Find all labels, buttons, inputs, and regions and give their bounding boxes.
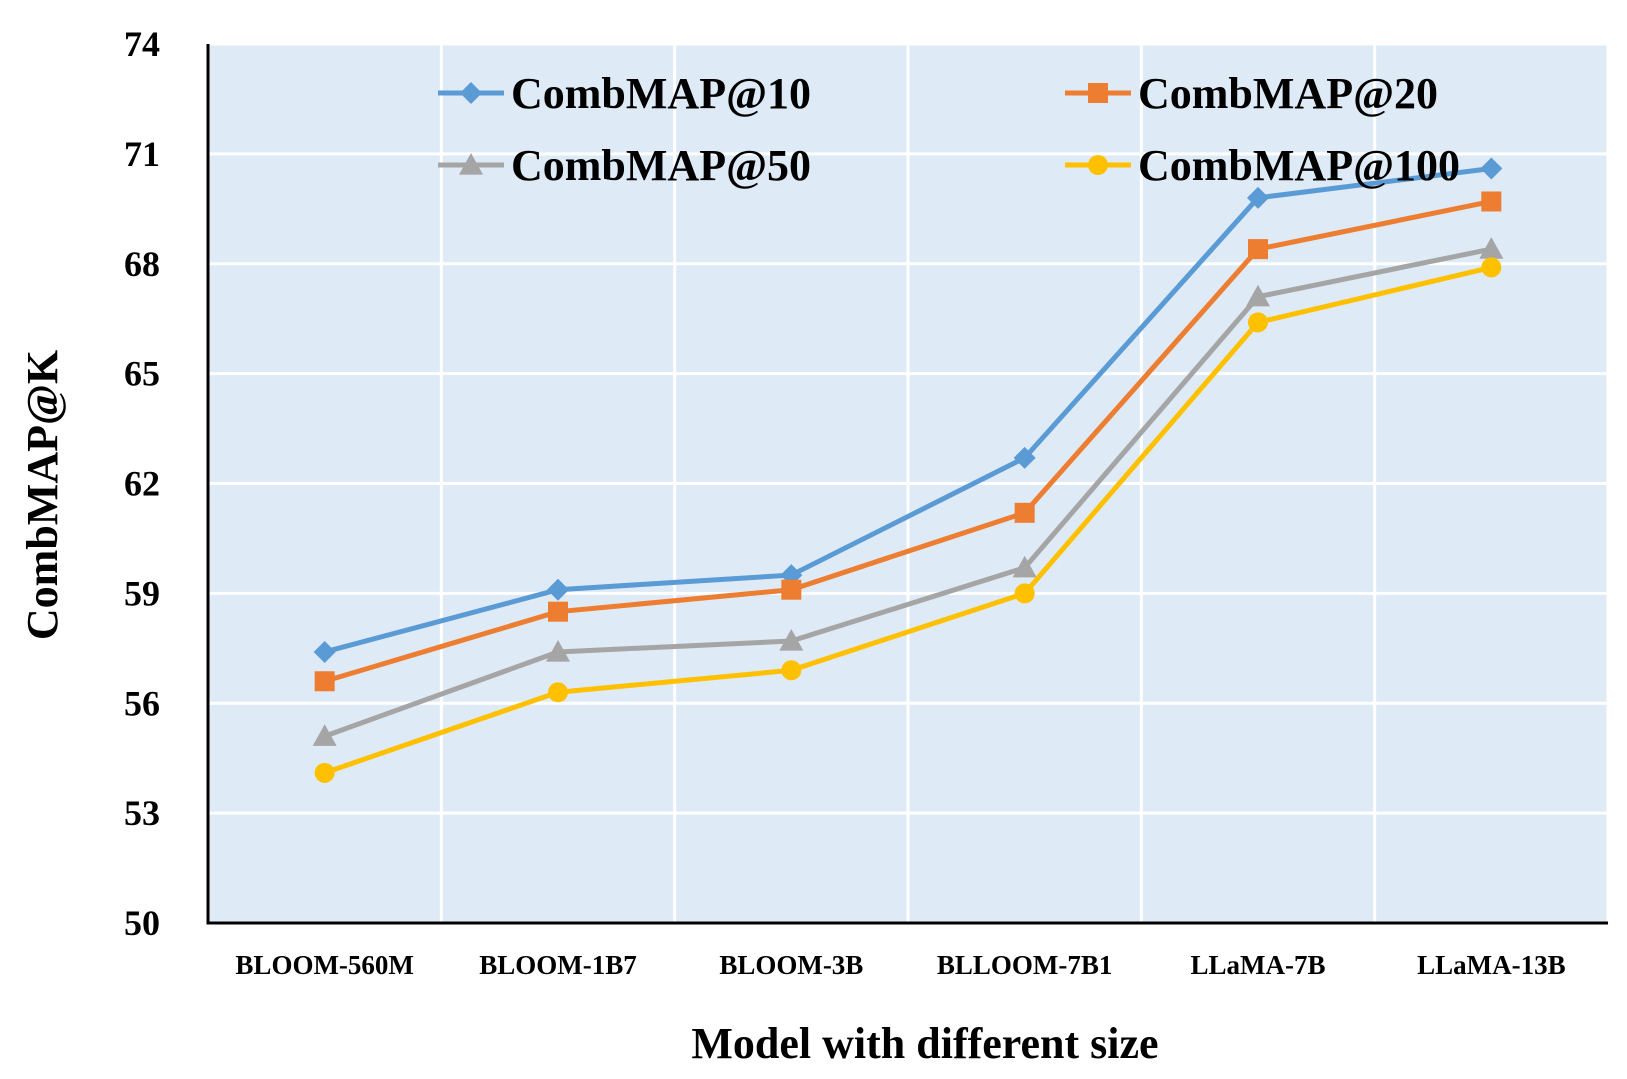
data-point	[1012, 555, 1037, 578]
data-point	[781, 579, 802, 600]
legend-item: CombMAP@20	[1065, 69, 1438, 118]
series-combmap-100	[314, 257, 1502, 783]
legend-item: CombMAP@10	[438, 69, 811, 118]
data-point	[1248, 312, 1268, 333]
data-point	[1246, 284, 1270, 307]
legend-marker	[459, 153, 483, 175]
legend-marker	[1088, 83, 1108, 103]
legend-item: CombMAP@50	[438, 141, 811, 190]
x-tick-label: BLOOM-1B7	[479, 950, 637, 980]
x-tick-label: BLOOM-560M	[235, 950, 413, 980]
x-tick-label: BLOOM-3B	[719, 950, 863, 980]
series-line	[323, 264, 1492, 776]
y-tick-label: 62	[124, 464, 160, 504]
data-point	[314, 762, 335, 783]
data-point	[1247, 186, 1269, 209]
series	[312, 157, 1504, 783]
gridlines	[208, 42, 1610, 923]
data-point	[314, 671, 335, 692]
data-point	[1014, 583, 1035, 604]
y-tick-labels: 50 53 56 59 62 65 68 71 74	[124, 24, 160, 943]
y-axis-title: CombMAP@K	[18, 350, 67, 640]
data-point	[1480, 157, 1503, 180]
data-point	[1481, 191, 1502, 212]
x-tick-label: LLaMA-7B	[1191, 950, 1326, 980]
data-point	[1481, 257, 1502, 278]
series-combmap-50	[312, 237, 1504, 746]
x-axis-title: Model with different size	[691, 1019, 1158, 1068]
x-tick-label: LLaMA-13B	[1417, 950, 1566, 980]
data-point	[547, 578, 569, 601]
y-tick-label: 65	[124, 354, 160, 394]
axes	[206, 44, 1608, 925]
series-combmap-20	[314, 191, 1502, 692]
data-point	[779, 628, 804, 651]
legend-marker	[460, 82, 482, 104]
y-tick-label: 71	[124, 134, 160, 174]
data-point	[1013, 446, 1036, 469]
y-tick-label: 50	[124, 903, 160, 943]
y-tick-label: 59	[124, 573, 160, 613]
series-line	[324, 166, 1492, 655]
series-line	[323, 199, 1492, 684]
y-tick-label: 53	[124, 793, 160, 833]
legend-item: CombMAP@100	[1065, 141, 1460, 190]
data-point	[313, 640, 336, 663]
y-tick-label: 74	[124, 24, 160, 64]
data-point	[546, 639, 570, 662]
data-point	[312, 724, 337, 746]
legend-marker	[1088, 155, 1108, 175]
data-point	[548, 601, 568, 622]
y-tick-label: 56	[124, 683, 160, 723]
legend: CombMAP@10 CombMAP@20 CombMAP@50 CombMAP@10…	[438, 69, 1460, 190]
data-point	[548, 682, 568, 703]
y-tick-label: 68	[124, 244, 160, 284]
x-tick-label: BLLOOM-7B1	[937, 950, 1113, 980]
legend-label: CombMAP@20	[1138, 69, 1438, 118]
legend-label: CombMAP@100	[1138, 141, 1460, 190]
series-line	[323, 246, 1492, 739]
data-point	[1479, 237, 1504, 259]
data-point	[781, 660, 802, 681]
legend-label: CombMAP@50	[511, 141, 811, 190]
data-point	[1014, 502, 1035, 523]
data-point	[1248, 239, 1268, 260]
x-tick-labels: BLOOM-560M BLOOM-1B7 BLOOM-3B BLLOOM-7B1 LLa…	[235, 950, 1565, 980]
legend-label: CombMAP@10	[511, 69, 811, 118]
